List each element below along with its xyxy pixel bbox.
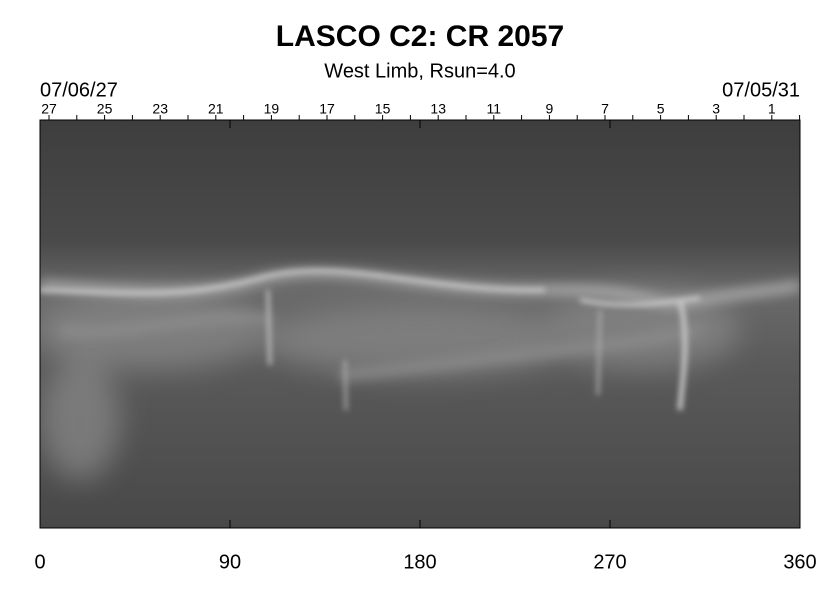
day-label: 15 [375,101,391,117]
x-tick-label: 90 [219,551,241,573]
day-label: 5 [657,101,665,117]
day-label: 11 [487,101,502,117]
start-date: 07/06/27 [40,79,118,101]
day-label: 7 [601,101,609,117]
day-label: 3 [712,101,720,117]
subtitle: West Limb, Rsun=4.0 [324,60,515,82]
day-label: 27 [41,101,57,117]
x-tick-label: 180 [403,551,436,573]
end-date: 07/05/31 [722,79,800,101]
day-label: 21 [208,101,224,117]
synoptic-image [40,120,800,528]
day-label: 17 [319,101,335,117]
day-label: 19 [264,101,280,117]
title: LASCO C2: CR 2057 [276,20,564,53]
day-label: 13 [430,101,446,117]
day-label: 25 [97,101,113,117]
x-tick-label: 360 [783,551,816,573]
x-tick-label: 0 [34,551,45,573]
day-label: 9 [546,101,554,117]
day-label: 23 [152,101,168,117]
x-tick-label: 270 [593,551,626,573]
day-label: 1 [768,101,776,117]
